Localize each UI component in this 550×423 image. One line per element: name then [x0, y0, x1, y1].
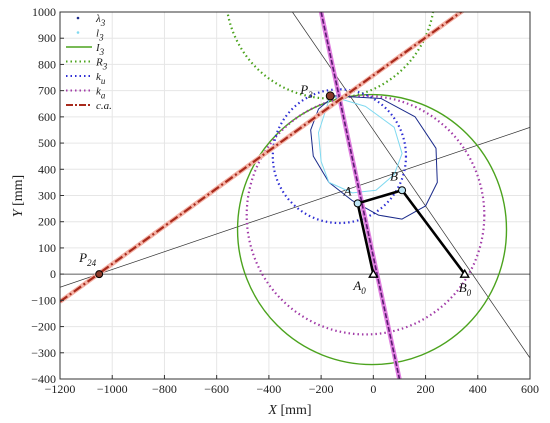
curve-lambda3 — [310, 95, 438, 220]
label-b0: B0 — [459, 280, 472, 298]
point-p24 — [95, 270, 104, 279]
y-tick-label: −200 — [31, 320, 56, 334]
label-a0: A0 — [352, 278, 366, 296]
point-b — [398, 186, 407, 195]
linkage — [356, 188, 466, 275]
x-tick-label: 400 — [469, 382, 487, 396]
ticks: −1200 −1000 −800 −600 −400 −200 0 200 400 600−400… — [31, 5, 539, 396]
legend-label: ka — [96, 86, 106, 101]
x-tick-label: −1000 — [97, 382, 128, 396]
x-tick-label: 0 — [370, 382, 376, 396]
label-p24: P24 — [78, 250, 96, 268]
pole-line-p24 — [60, 127, 530, 288]
legend-item-r3: R3 — [66, 57, 108, 72]
y-tick-label: 200 — [38, 215, 56, 229]
label-a: A — [343, 183, 352, 198]
legend-swatch — [76, 16, 80, 20]
point-a — [353, 199, 362, 208]
y-tick-label: 1000 — [32, 5, 56, 19]
y-tick-label: 800 — [38, 57, 56, 71]
legend-label: ku — [96, 71, 106, 86]
legend-label: c.a. — [96, 100, 112, 112]
legend-label: l3 — [96, 28, 104, 43]
x-tick-label: −200 — [309, 382, 334, 396]
x-tick-label: −800 — [152, 382, 177, 396]
collineation-axis — [60, 12, 463, 303]
circle-ka — [245, 94, 486, 336]
y-tick-label: 600 — [38, 110, 56, 124]
y-tick-label: 400 — [38, 162, 56, 176]
y-tick-label: −100 — [31, 293, 56, 307]
marks: A B A0 B0 P3 P24 — [78, 82, 472, 298]
line-ka — [320, 12, 401, 379]
y-tick-label: 700 — [38, 84, 56, 98]
legend-label: I3 — [95, 42, 105, 57]
y-tick-label: 300 — [38, 189, 56, 203]
circle-ku — [271, 88, 408, 225]
legend-item-ca: c.a. — [66, 100, 112, 112]
legend-label: λ3 — [95, 13, 106, 28]
x-tick-label: 200 — [417, 382, 435, 396]
x-tick-label: −600 — [204, 382, 229, 396]
curve-l3 — [318, 95, 403, 194]
legend-item-ka: ka — [66, 86, 106, 101]
ground-b0 — [459, 268, 470, 278]
legend-swatch — [76, 31, 80, 34]
y-tick-label: 500 — [38, 136, 56, 150]
label-p3: P3 — [299, 82, 313, 100]
y-tick-label: 100 — [38, 241, 56, 255]
y-axis-label: Y [mm] — [11, 175, 26, 217]
legend-item-ku: ku — [66, 71, 106, 86]
point-p3 — [325, 91, 335, 101]
legend-item-lambda3: λ3 — [76, 13, 106, 28]
inflection-circle-i3 — [236, 93, 508, 366]
legend-label: R3 — [95, 57, 108, 72]
x-axis-label: X [mm] — [267, 403, 311, 418]
curves — [60, 12, 530, 379]
y-tick-label: 900 — [38, 31, 56, 45]
legend-item-l3: l3 — [76, 28, 104, 43]
ground-a0 — [368, 268, 379, 278]
x-tick-label: 600 — [521, 382, 539, 396]
legend-item-i3: I3 — [66, 42, 105, 57]
x-tick-label: −400 — [256, 382, 281, 396]
y-tick-label: −300 — [31, 346, 56, 360]
x-tick-label: −1200 — [45, 382, 76, 396]
y-tick-label: −400 — [31, 372, 56, 386]
y-tick-label: 0 — [50, 267, 56, 281]
label-b: B — [390, 168, 398, 183]
